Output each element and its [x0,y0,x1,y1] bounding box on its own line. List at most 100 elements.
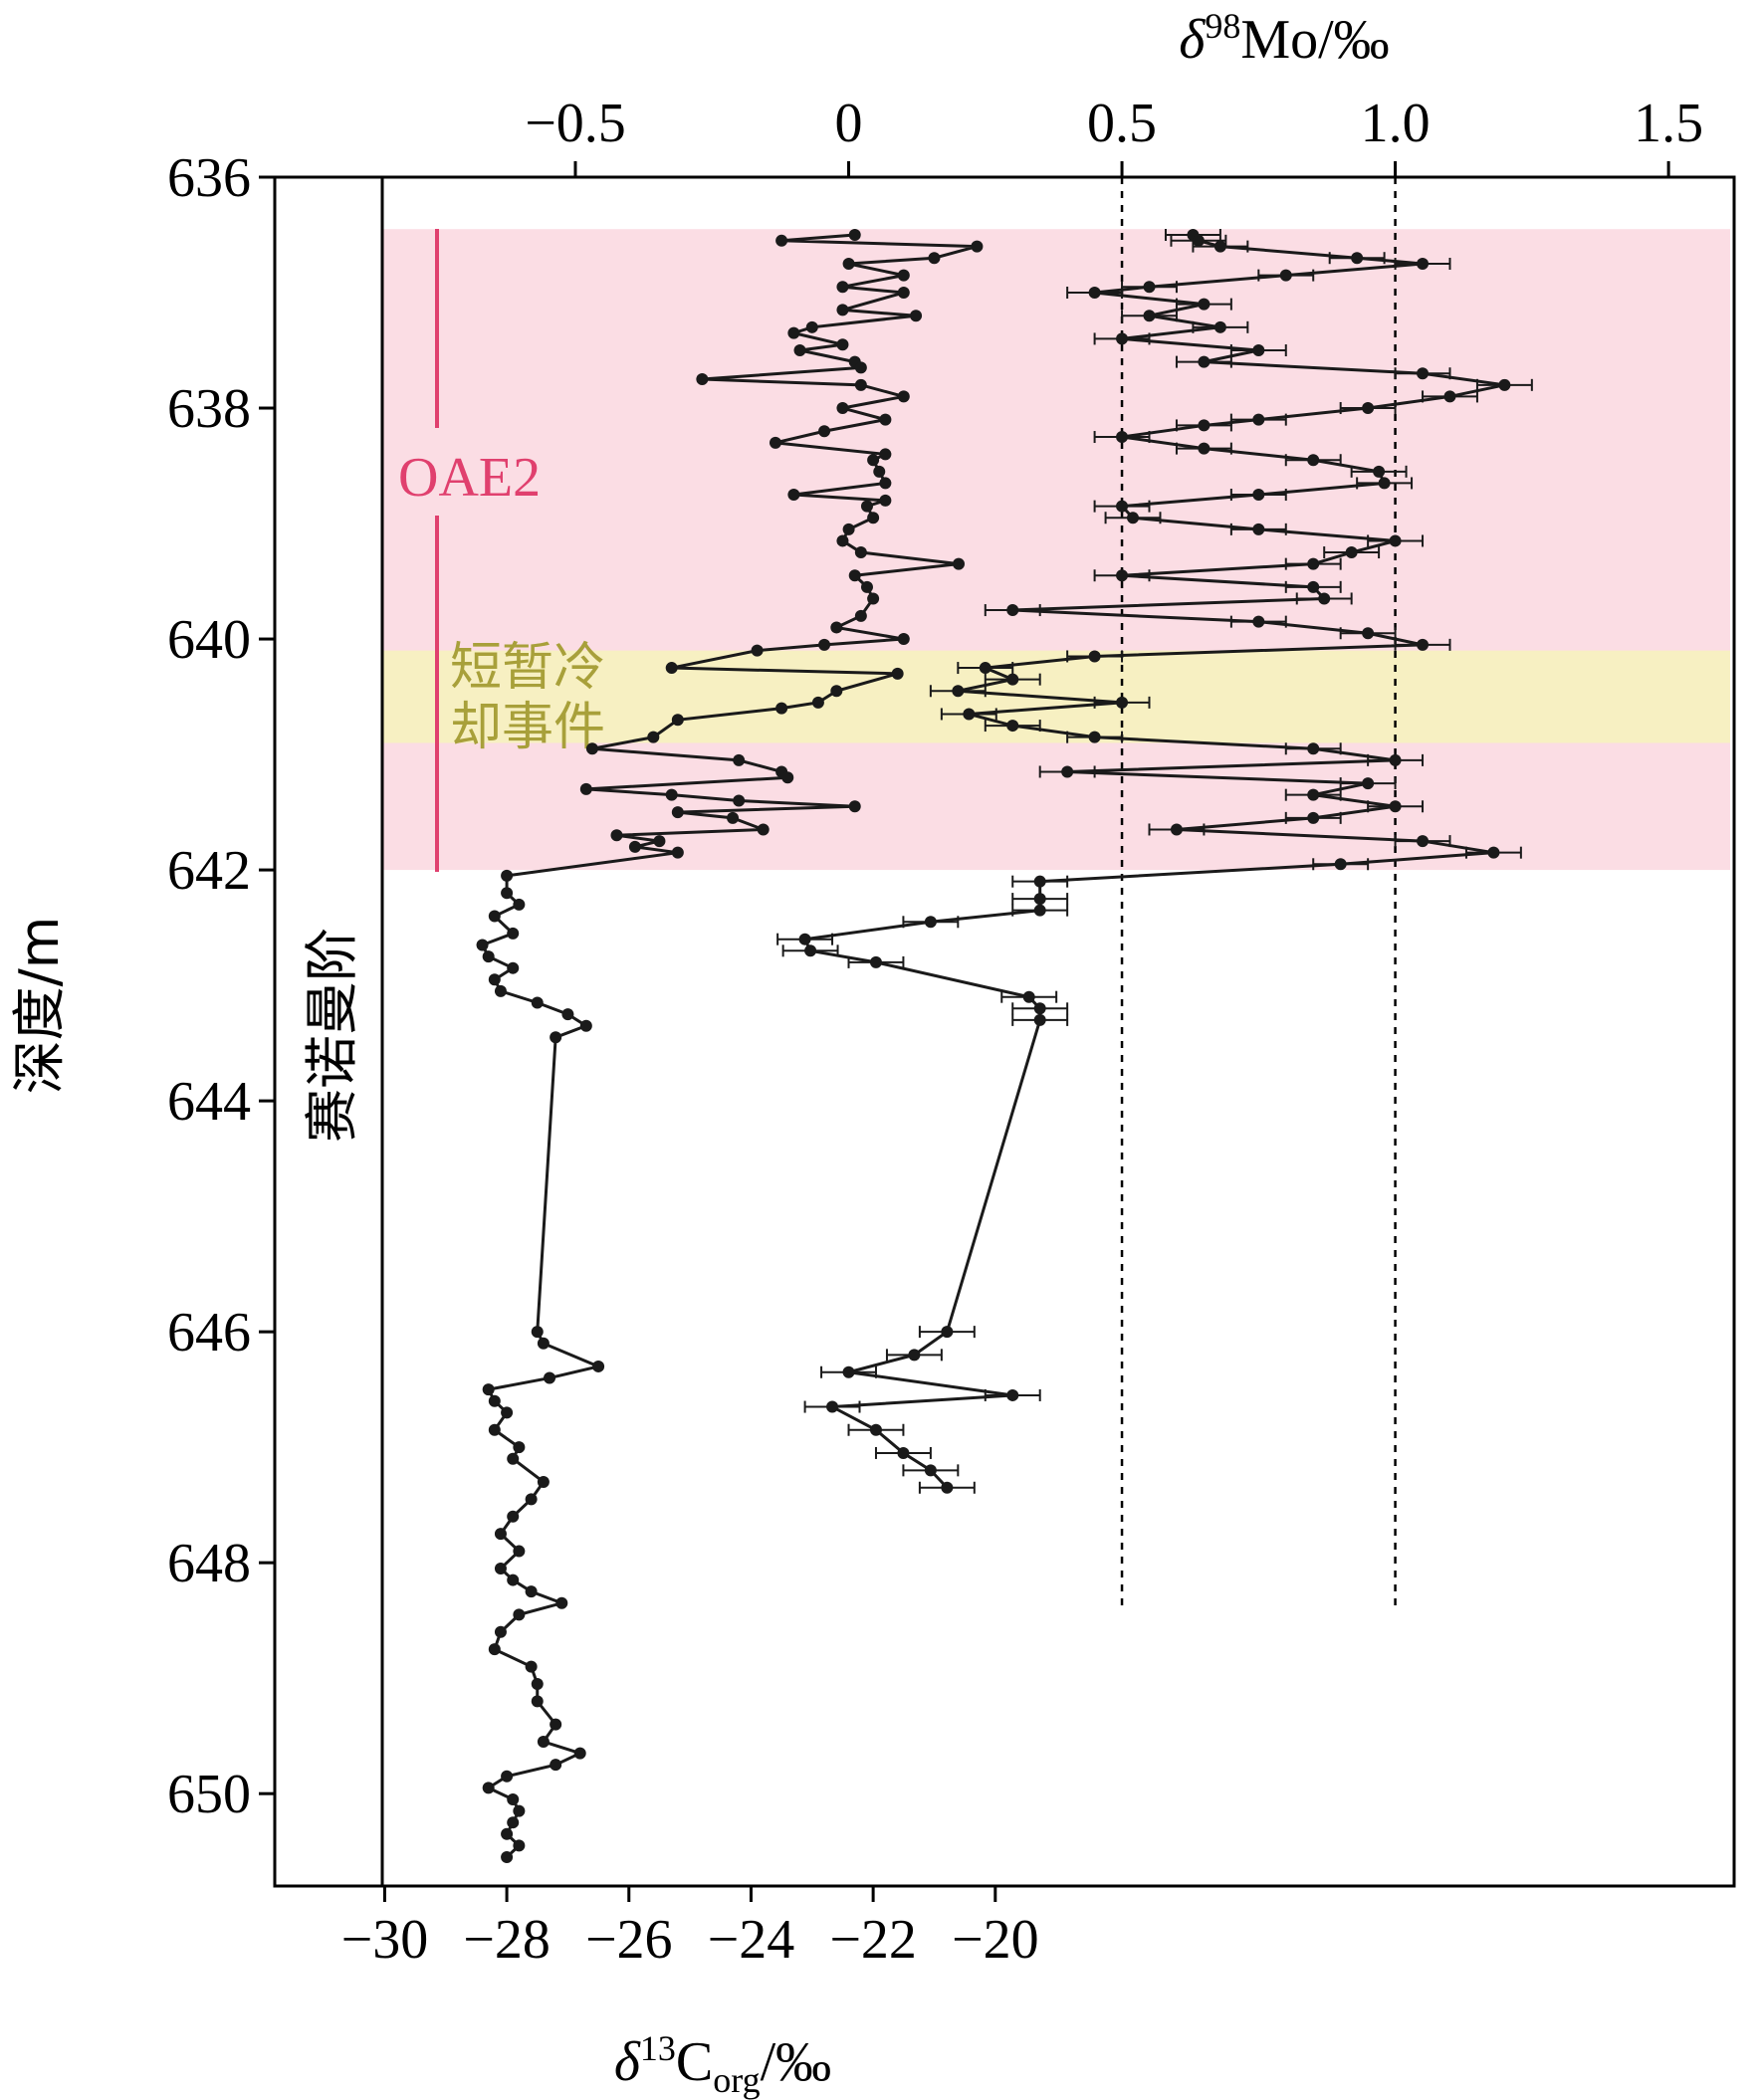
data-point [573,1747,586,1760]
data-point [908,1349,921,1362]
data-point [1170,823,1183,836]
data-point [579,1019,592,1032]
data-point [531,996,544,1009]
data-point [1307,742,1320,755]
data-point [1116,332,1129,345]
data-point [544,1371,556,1384]
data-point [665,662,678,675]
data-point [1033,875,1046,888]
data-point [1307,811,1320,824]
data-point [1198,355,1211,368]
data-point [842,523,855,535]
data-point [1088,650,1101,663]
data-point [1127,512,1140,525]
data-point [860,500,873,513]
data-point [507,927,520,940]
data-point [854,361,867,374]
data-point [537,1735,550,1748]
data-point [1213,320,1226,333]
data-point [836,338,849,351]
data-point [848,229,861,242]
data-point [585,742,598,755]
axes-ticks: 636 638 640 642 644 646 648 650 −0.5 0 0.5 1.0 1.5 −3… [167,93,1703,1971]
data-point [488,1394,501,1407]
bottom-tick-label: −30 [341,1909,429,1971]
data-point [879,448,892,461]
data-point [727,811,740,824]
data-point [879,477,892,490]
data-point [550,1759,562,1772]
data-point [979,662,992,675]
data-point [1061,765,1074,778]
data-point [1252,344,1265,357]
data-point [561,1008,574,1021]
data-point [836,281,849,294]
data-point [1006,1388,1019,1401]
data-point [1345,546,1358,559]
data-point [531,1695,544,1708]
data-point [494,984,507,997]
data-point [1022,990,1035,1003]
data-point [971,240,984,253]
data-point [769,436,781,449]
data-point [1006,673,1019,686]
data-point [1498,378,1511,391]
data-point [1252,615,1265,628]
data-point [848,800,861,813]
data-point [1143,310,1156,322]
data-point [836,534,849,547]
plot-frame [273,175,1736,1888]
data-point [1116,500,1129,513]
data-point [804,945,817,957]
data-point [1487,846,1500,859]
data-point [869,955,882,968]
data-point [1417,367,1430,380]
data-point [482,1383,495,1396]
data-point [476,939,489,951]
data-point [1389,800,1402,813]
data-point [555,1596,568,1609]
data-point [941,1481,954,1494]
top-tick-label: 1.5 [1634,93,1703,154]
data-point [1417,835,1430,848]
data-point [1307,454,1320,467]
cooling-event-label-2: 却事件 [450,698,605,757]
data-point [836,402,849,415]
data-point [775,234,788,247]
data-point [836,304,849,316]
data-point [826,1400,839,1413]
data-point [507,1510,520,1523]
d98mo-series [776,229,1533,1494]
data-point [1362,777,1375,790]
data-point [733,753,746,766]
data-point [830,621,843,634]
data-point [1006,604,1019,617]
data-point [501,869,514,882]
data-point [1116,431,1129,444]
data-point [501,887,514,900]
data-point [1088,287,1101,300]
data-point [952,685,965,698]
data-point [1033,1002,1046,1015]
y-tick-label: 640 [167,609,251,671]
oae2-band [382,229,1730,871]
top-tick-label: −0.5 [525,93,626,154]
data-point [507,1792,520,1805]
top-tick-label: 1.0 [1361,93,1431,154]
data-point [1373,465,1386,478]
data-point [775,702,788,715]
data-point [1088,731,1101,743]
data-point [628,840,641,853]
data-point [513,1839,526,1852]
data-point [507,1574,520,1586]
data-point [513,1804,526,1817]
data-point [941,1326,954,1339]
data-point [537,1475,550,1488]
data-point [924,916,937,929]
data-point [1362,627,1375,640]
data-point [897,633,910,646]
data-point [665,788,678,801]
data-point [1279,269,1292,282]
data-point [733,794,746,807]
